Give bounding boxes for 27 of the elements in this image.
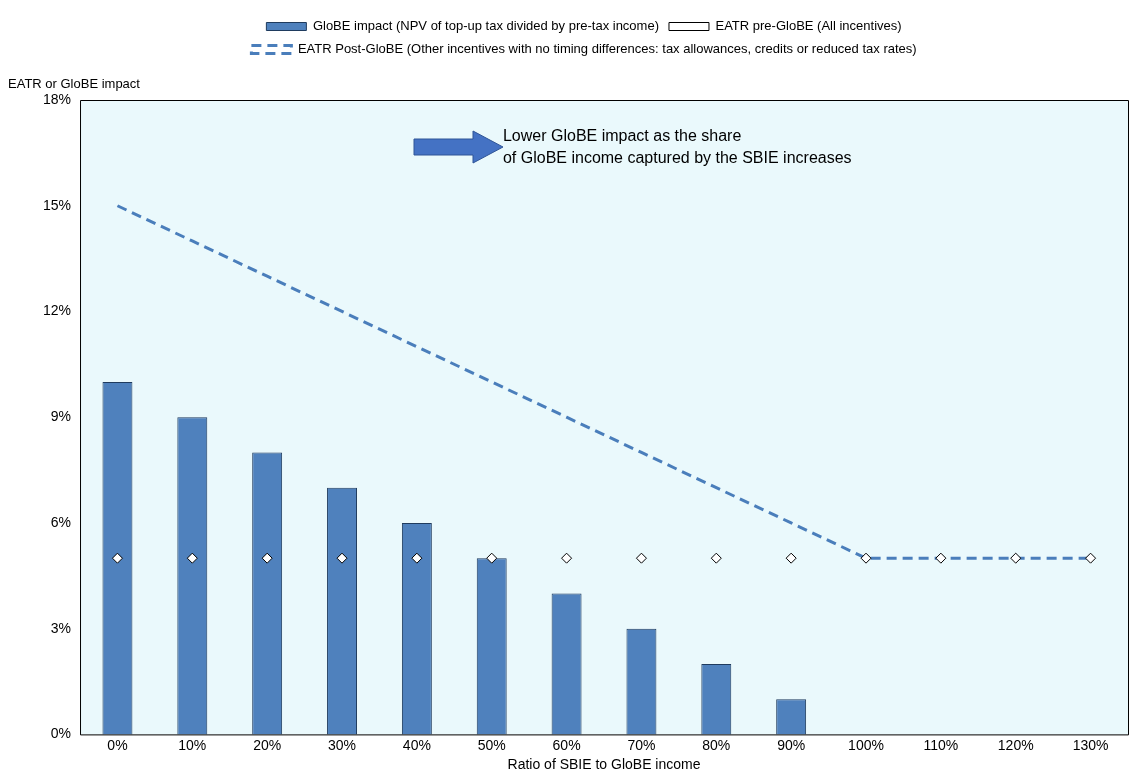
x-tick-label: 110% <box>923 736 959 753</box>
x-tick-label: 90% <box>777 736 806 753</box>
legend-label: GloBE impact (NPV of top-up tax divided by pre-tax income) <box>312 18 659 34</box>
annotation: Lower GloBE impact as the share of GloBE income captured by the SBIE increases <box>502 126 852 166</box>
y-tick-label: 15% <box>42 196 72 213</box>
x-axis-title: Ratio of SBIE to GloBE income <box>507 756 701 773</box>
x-tick-label: 30% <box>328 736 357 753</box>
x-tick-label: 10% <box>178 736 207 753</box>
legend-label: EATR pre-GloBE (All incentives) <box>715 18 902 34</box>
y-axis-title: EATR or GloBE impact <box>8 76 140 91</box>
y-tick-label: 12% <box>42 302 72 319</box>
x-tick-label: 50% <box>477 736 506 753</box>
legend-label: EATR Post-GloBE (Other incentives with no timing differences: tax allowances, credits or reduced tax rates) <box>297 41 917 57</box>
x-tick-label: 0% <box>107 736 128 753</box>
x-tick-label: 120% <box>997 736 1034 753</box>
x-tick-label: 20% <box>253 736 282 753</box>
y-tick-label: 3% <box>50 619 72 636</box>
x-tick-label: 40% <box>402 736 431 753</box>
y-tick-label: 0% <box>50 725 72 742</box>
y-tick-label: 18% <box>42 90 72 107</box>
x-tick-label: 130% <box>1072 736 1109 753</box>
y-tick-label: 6% <box>50 513 72 530</box>
x-tick-label: 100% <box>848 736 884 753</box>
x-tick-label: 70% <box>627 736 656 753</box>
x-tick-label: 80% <box>702 736 731 753</box>
y-tick-label: 9% <box>50 408 72 425</box>
x-tick-label: 60% <box>552 736 581 753</box>
